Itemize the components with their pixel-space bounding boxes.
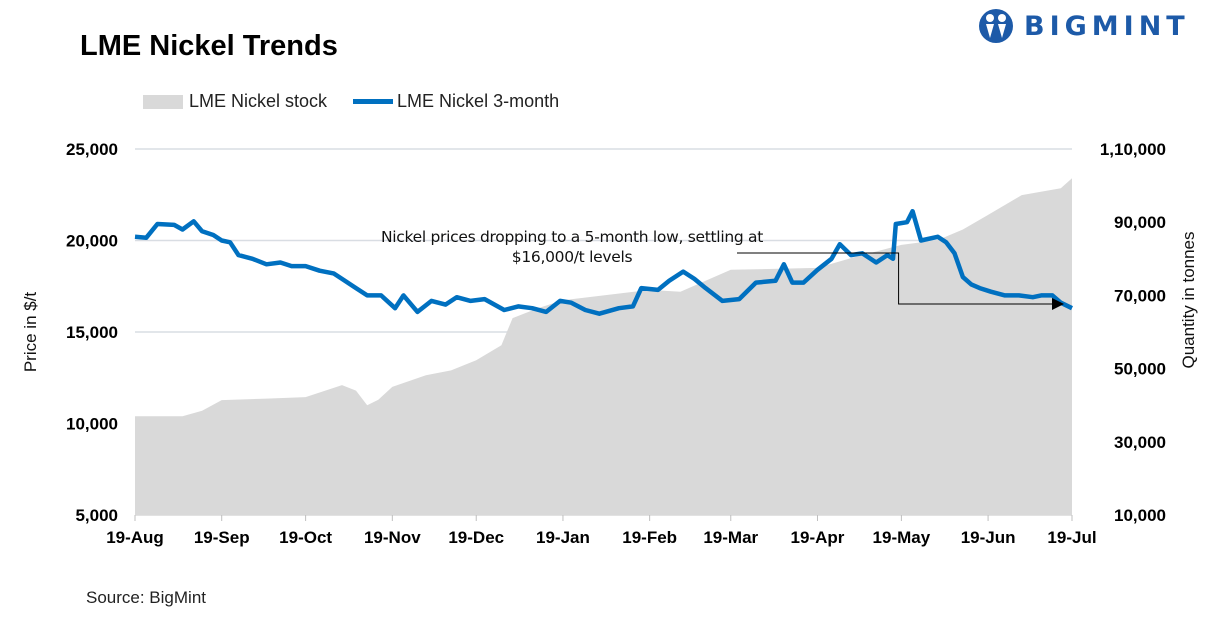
bigmint-logo-icon [979,9,1013,43]
logo-text: BIGMINT [1024,10,1190,42]
x-tick-label: 19-Mar [703,528,758,547]
x-tick-label: 19-Apr [791,528,845,547]
legend-label: LME Nickel stock [189,91,328,111]
y-right-axis-title: Quantity in tonnes [1179,231,1198,368]
legend-swatch-line [353,99,394,104]
annotation-text: Nickel prices dropping to a 5-month low,… [330,227,814,267]
legend-item-stock: LME Nickel stock [143,91,327,112]
x-tick-label: 19-Jan [536,528,590,547]
source-note: Source: BigMint [86,588,206,607]
x-tick-label: 19-May [873,528,931,547]
legend-item-price: LME Nickel 3-month [353,91,559,112]
y-right-tick-label: 30,000 [1114,433,1166,452]
annotation-line-2: $16,000/t levels [511,248,633,266]
legend-swatch-area [143,94,183,109]
x-tick-label: 19-Oct [279,528,332,547]
bigmint-logo: BIGMINT [978,8,1190,44]
x-tick-label: 19-Dec [448,528,504,547]
annotation-line-1: Nickel prices dropping to a 5-month low,… [381,228,763,246]
legend: LME Nickel stock LME Nickel 3-month [143,91,585,112]
y-left-axis-title: Price in $/t [21,292,40,373]
y-left-tick-label: 10,000 [66,415,118,434]
x-tick-label: 19-Nov [364,528,421,547]
annotation-leader-line [737,252,1054,305]
y-right-tick-label: 1,10,000 [1100,140,1166,159]
x-tick-label: 19-Sep [194,528,250,547]
chart-title: LME Nickel Trends [80,30,338,62]
y-left-tick-label: 25,000 [66,140,118,159]
legend-label: LME Nickel 3-month [397,91,560,111]
y-right-tick-label: 10,000 [1114,506,1166,525]
y-right-tick-label: 90,000 [1114,213,1166,232]
y-left-tick-label: 20,000 [66,232,118,251]
y-left-tick-label: 5,000 [75,506,118,525]
y-left-tick-label: 15,000 [66,323,118,342]
y-right-tick-label: 70,000 [1114,286,1166,305]
stock-area [135,178,1072,516]
x-tick-label: 19-Feb [622,528,677,547]
annotation-arrowhead [1052,298,1064,310]
x-tick-label: 19-Jul [1047,528,1096,547]
x-tick-label: 19-Jun [961,528,1016,547]
price-line [134,208,1073,316]
y-right-tick-label: 50,000 [1114,360,1166,379]
x-tick-label: 19-Aug [106,528,164,547]
